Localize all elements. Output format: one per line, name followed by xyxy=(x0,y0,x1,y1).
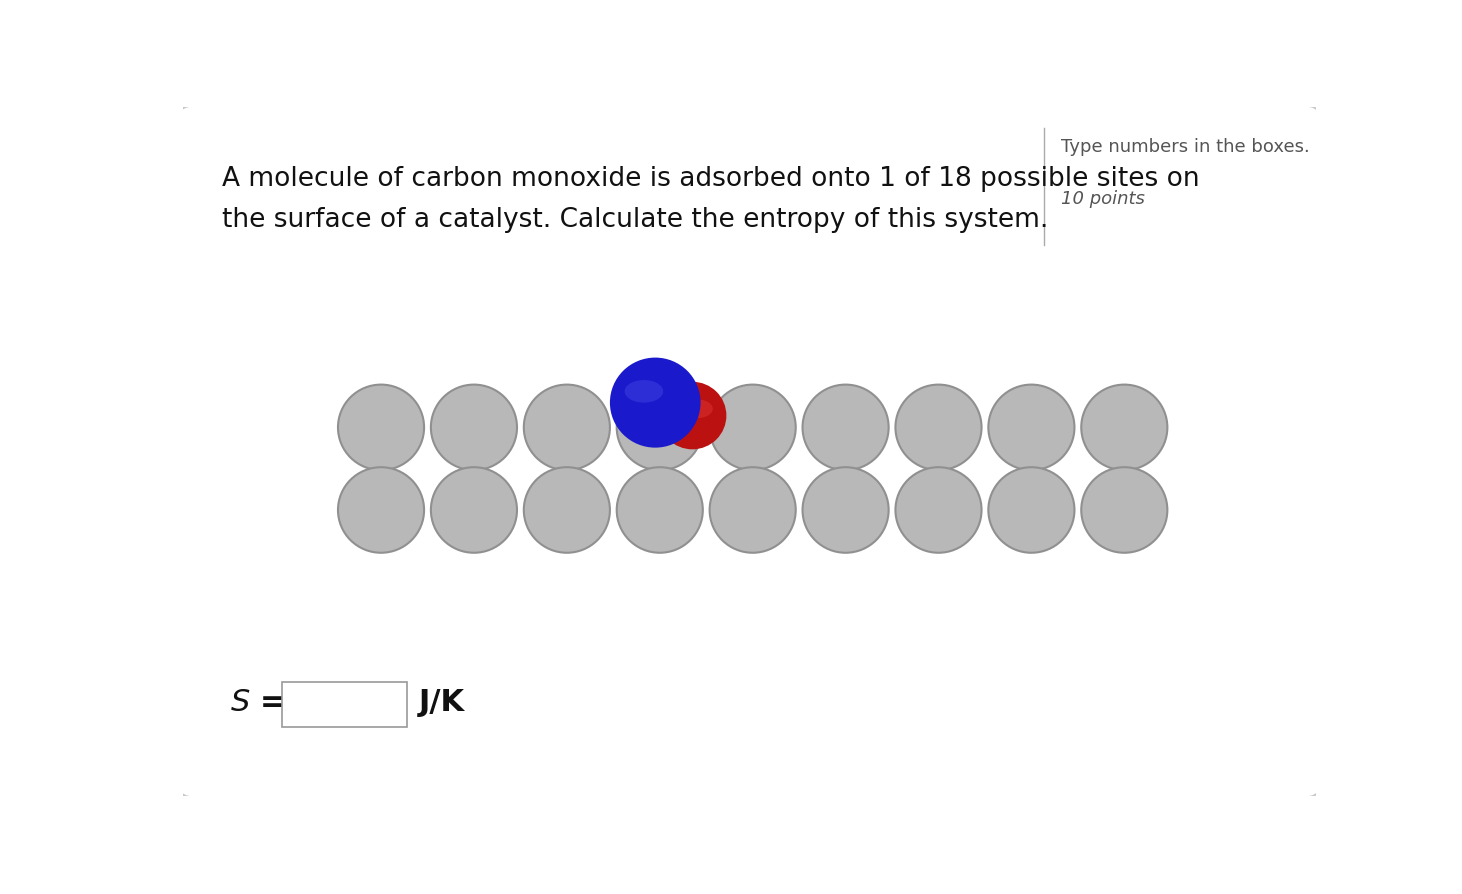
Ellipse shape xyxy=(1082,468,1167,552)
Text: $S$ =: $S$ = xyxy=(231,688,285,717)
Text: J/K: J/K xyxy=(418,688,465,717)
Ellipse shape xyxy=(431,468,518,552)
Ellipse shape xyxy=(658,382,727,450)
Ellipse shape xyxy=(624,380,664,402)
Ellipse shape xyxy=(431,384,518,470)
Ellipse shape xyxy=(338,468,424,552)
Ellipse shape xyxy=(1082,384,1167,470)
FancyBboxPatch shape xyxy=(180,105,1319,797)
Ellipse shape xyxy=(709,468,795,552)
Text: A molecule of carbon monoxide is adsorbed onto 1 of 18 possible sites on: A molecule of carbon monoxide is adsorbe… xyxy=(222,165,1200,192)
Ellipse shape xyxy=(803,468,889,552)
Ellipse shape xyxy=(895,468,981,552)
Ellipse shape xyxy=(683,400,713,418)
Ellipse shape xyxy=(803,384,889,470)
Ellipse shape xyxy=(338,384,424,470)
Ellipse shape xyxy=(895,384,981,470)
Ellipse shape xyxy=(523,468,610,552)
Ellipse shape xyxy=(617,468,703,552)
Ellipse shape xyxy=(617,384,703,470)
Text: the surface of a catalyst. Calculate the entropy of this system.: the surface of a catalyst. Calculate the… xyxy=(222,207,1048,233)
Ellipse shape xyxy=(988,468,1075,552)
Ellipse shape xyxy=(709,384,795,470)
FancyBboxPatch shape xyxy=(282,682,406,727)
Text: Type numbers in the boxes.: Type numbers in the boxes. xyxy=(1061,139,1310,156)
Text: 10 points: 10 points xyxy=(1061,190,1145,208)
Ellipse shape xyxy=(610,358,700,448)
Ellipse shape xyxy=(523,384,610,470)
Ellipse shape xyxy=(988,384,1075,470)
